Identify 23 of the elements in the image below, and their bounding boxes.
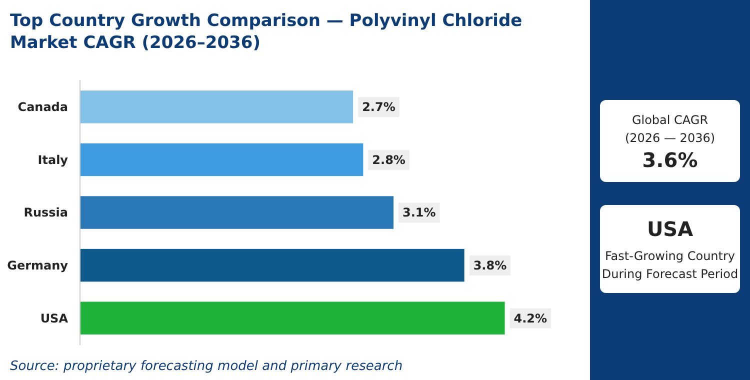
data-label: 3.8% <box>473 258 507 272</box>
data-label: 2.8% <box>372 152 406 167</box>
bar <box>80 248 464 282</box>
data-label: 2.7% <box>362 100 396 114</box>
bar <box>80 143 364 176</box>
y-tick-label: Germany <box>7 258 68 272</box>
data-label: 4.2% <box>514 311 548 326</box>
text: USA <box>646 217 694 241</box>
data-label: 3.1% <box>402 206 436 220</box>
text: Fast-Growing Country <box>604 249 736 263</box>
bar <box>80 90 354 124</box>
bar <box>80 196 394 229</box>
text: (2026 — 2036) <box>624 131 716 145</box>
source-note: Source: proprietary forecasting model and primary research <box>10 359 403 374</box>
y-tick-label: Russia <box>24 206 68 220</box>
bar <box>80 302 505 334</box>
chart-title: Top Country Growth Comparison — Polyvinyl Chloride Market CAGR (2026–2036) <box>10 11 522 53</box>
text: During Forecast Period <box>602 267 738 281</box>
text: Global CAGR <box>632 113 708 127</box>
y-tick-label: USA <box>40 311 69 326</box>
y-tick-label: Italy <box>38 152 68 167</box>
text: 3.6% <box>642 148 698 172</box>
y-tick-label: Canada <box>18 100 68 114</box>
